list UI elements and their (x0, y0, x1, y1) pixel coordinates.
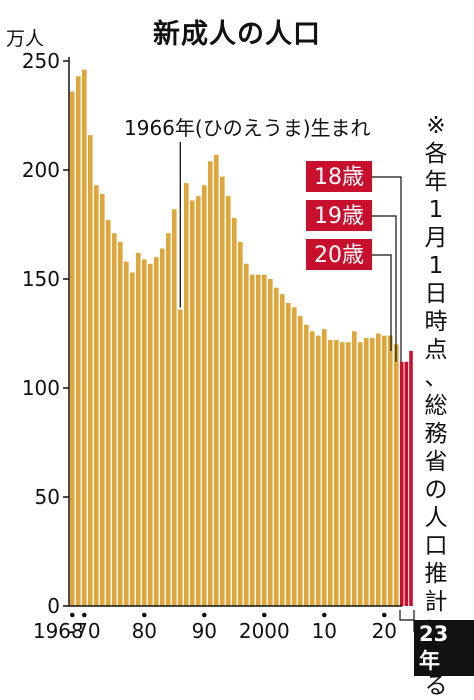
bar (340, 342, 345, 606)
bar (208, 161, 213, 606)
y-tick-label: 100 (22, 376, 60, 400)
bar (82, 69, 87, 607)
y-tick-label: 50 (35, 485, 60, 509)
bar (166, 233, 171, 606)
bar (190, 200, 195, 606)
bar (394, 344, 399, 606)
series-label: 19歳 (314, 204, 364, 229)
y-tick-label: 250 (22, 49, 60, 73)
bar (232, 217, 237, 606)
bar-final-1 (404, 361, 409, 606)
y-tick-label: 200 (22, 158, 60, 182)
bar (286, 302, 291, 606)
bar (220, 176, 225, 607)
bar (298, 316, 303, 606)
bar (154, 257, 159, 606)
x-tick (262, 612, 267, 618)
bar (244, 263, 249, 606)
bar (274, 287, 279, 606)
bar (334, 340, 339, 606)
bar (328, 340, 333, 606)
bar (304, 324, 309, 606)
bar (70, 91, 75, 606)
series-label: 18歳 (314, 165, 364, 190)
series-label-box (306, 239, 372, 270)
x-tick (382, 612, 387, 618)
y-tick-label: 0 (47, 594, 60, 618)
x-tick (322, 612, 327, 618)
series-label: 20歳 (314, 243, 364, 268)
x-tick (142, 612, 147, 618)
x-tick (70, 612, 75, 618)
bar (214, 154, 219, 607)
y-tick-label: 150 (22, 267, 60, 291)
bar (256, 274, 261, 606)
series-label-leader (372, 215, 397, 362)
bar (352, 331, 357, 606)
bar (370, 337, 375, 606)
bar (124, 261, 129, 606)
chart-title: 新成人の人口 (153, 19, 321, 50)
final-year-label: 23年 (414, 620, 474, 676)
chart: 0 50 100 150 200 250 1968-70 80 90 2000 10 20 18歳 19歳… (22, 49, 415, 643)
bar (310, 331, 315, 606)
bar (292, 307, 297, 606)
bar (238, 241, 243, 606)
bar (76, 76, 81, 606)
x-tick-label: 80 (132, 619, 157, 643)
bar-final-2 (409, 350, 413, 606)
bar (100, 193, 105, 607)
series-label-box (306, 161, 372, 192)
bar (148, 263, 153, 606)
x-tick (82, 612, 87, 618)
bar (358, 342, 363, 606)
bar (172, 209, 177, 607)
x-tick-label: 90 (192, 619, 217, 643)
bar (160, 248, 165, 607)
bar (382, 335, 387, 606)
series-label-box (306, 200, 372, 231)
x-tick-label: -70 (68, 619, 101, 643)
series-label-leader (372, 254, 392, 351)
bar (136, 252, 141, 606)
bar (106, 220, 111, 606)
bar (268, 279, 273, 606)
bar (316, 335, 321, 606)
annotation-text: 1966年(ひのえうま)生まれ (124, 116, 371, 140)
bar (130, 272, 135, 606)
bar (184, 183, 189, 606)
bar (322, 329, 327, 606)
x-tick-label: 10 (312, 619, 337, 643)
bar (226, 196, 231, 606)
y-axis-unit: 万人 (6, 28, 45, 50)
x-tick-label: 1968 (33, 619, 84, 643)
x-tick (202, 612, 207, 618)
bar (346, 342, 351, 606)
bar (262, 274, 267, 606)
bar (88, 135, 93, 606)
bar (142, 259, 147, 606)
series-label-leader (372, 176, 402, 362)
x-tick-label: 2000 (239, 619, 290, 643)
bar (112, 233, 117, 606)
bar (364, 337, 369, 606)
bar-final-0 (400, 361, 404, 606)
bar (196, 196, 201, 606)
bar (178, 309, 183, 606)
bar (280, 294, 285, 606)
bar (388, 335, 393, 606)
bar (250, 274, 255, 606)
x-tick-label: 20 (372, 619, 397, 643)
final-year-bracket (399, 610, 415, 621)
bar (376, 333, 381, 606)
bar (94, 185, 99, 606)
bar (118, 241, 123, 606)
bar (202, 185, 207, 606)
